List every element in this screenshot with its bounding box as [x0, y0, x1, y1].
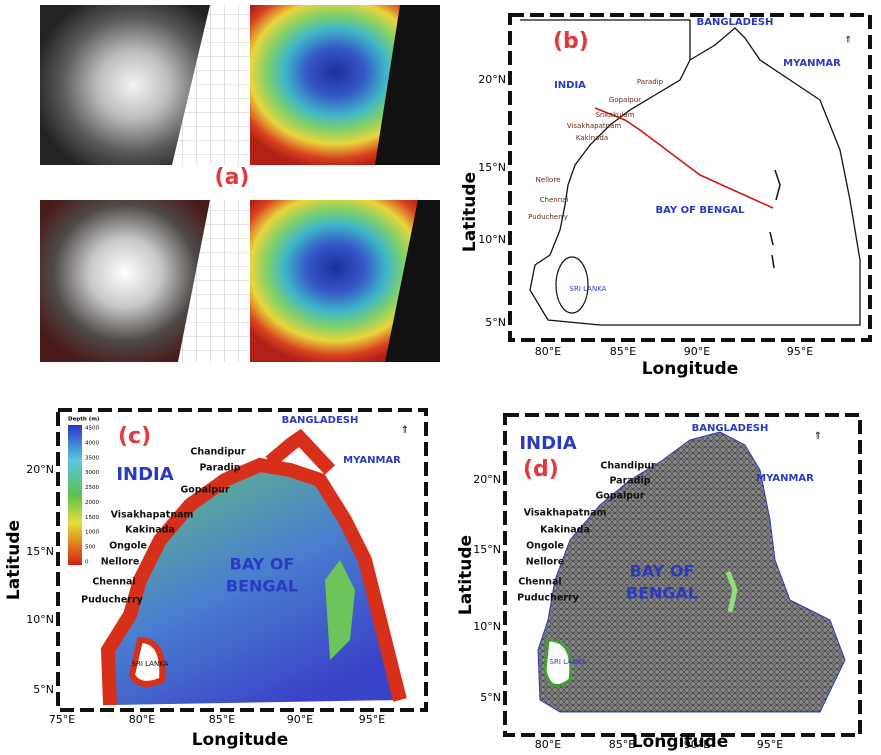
legend-value: 3000 [85, 470, 99, 476]
place-label: MYANMAR [783, 58, 841, 69]
place-label: BAY OF BENGAL [655, 205, 745, 216]
islands [770, 170, 780, 268]
place-label: Chennai [92, 577, 135, 588]
x-axis-label: Longitude [192, 730, 289, 750]
place-label: Chennai [518, 577, 561, 588]
legend-value: 4000 [85, 440, 99, 446]
y-tick-label: 20°N [478, 73, 506, 86]
y-axis-label: Latitude [460, 172, 480, 252]
legend-value: 1000 [85, 530, 99, 536]
place-label: Paradip [637, 78, 664, 86]
x-tick-label: 95°E [757, 738, 783, 751]
place-label: Puducherry [81, 595, 143, 606]
place-label: Nellore [536, 176, 561, 184]
x-tick-label: 80°E [535, 738, 561, 751]
panel-label: (d) [523, 457, 559, 482]
panel-label: (b) [553, 29, 589, 54]
place-label: BANGLADESH [697, 17, 774, 28]
place-label: Puducherry [528, 213, 568, 221]
y-tick-label: 15°N [26, 545, 54, 558]
place-label: Kakinada [540, 525, 590, 536]
panel-label: (c) [118, 424, 151, 449]
place-label: Visakhapatnam [567, 122, 621, 130]
place-label: Puducherry [517, 593, 579, 604]
place-label: INDIA [554, 80, 586, 91]
panel-a: (a) [40, 5, 440, 362]
x-tick-label: 75°E [49, 713, 75, 726]
place-label: Gopalpur [595, 491, 644, 502]
y-axis-label: Latitude [4, 520, 24, 600]
north-arrow: ⇑ [844, 36, 852, 46]
place-label: Nellore [526, 557, 565, 568]
north-arrow: ⇑ [814, 431, 822, 442]
x-axis-label: Longitude [632, 732, 729, 752]
y-tick-label: 20°N [473, 473, 501, 486]
y-axis-label: Latitude [456, 535, 476, 615]
legend-value: 3500 [85, 455, 99, 461]
x-tick-label: 95°E [359, 713, 385, 726]
place-label: MYANMAR [756, 473, 814, 484]
panel-label: (a) [215, 165, 250, 190]
y-tick-label: 10°N [478, 233, 506, 246]
place-label: Visakhapatnam [111, 510, 194, 521]
x-tick-label: 85°E [209, 713, 235, 726]
place-label: Chandipur [600, 461, 656, 472]
place-label: INDIA [519, 433, 576, 454]
place-label: BAY OF [230, 555, 295, 574]
x-tick-label: 90°E [287, 713, 313, 726]
place-label: MYANMAR [343, 455, 401, 466]
place-label: BENGAL [226, 577, 298, 596]
legend-value: 2500 [85, 485, 99, 491]
place-label: SRI LANKA [550, 658, 587, 666]
place-label: Visakhapatnam [524, 508, 607, 519]
place-label: Ongole [526, 541, 564, 552]
x-tick-label: 95°E [787, 345, 813, 358]
figure: (a) ⇑ (b) ⇑ (c) ⇑ (d) BANGLADESH MYANMAR I… [0, 0, 881, 755]
x-tick-label: 80°E [129, 713, 155, 726]
y-tick-label: 10°N [26, 613, 54, 626]
legend-title: Depth (m) [68, 417, 100, 423]
x-tick-label: 90°E [684, 345, 710, 358]
x-tick-label: 85°E [610, 345, 636, 358]
place-label: BENGAL [626, 584, 698, 603]
place-label: BAY OF [630, 562, 695, 581]
north-arrow: ⇑ [401, 425, 409, 436]
place-label: Gopalpur [180, 485, 229, 496]
y-tick-label: 10°N [473, 620, 501, 633]
place-label: SRI LANKA [132, 660, 169, 668]
y-tick-label: 5°N [480, 691, 501, 704]
place-label: Chennai [540, 196, 569, 204]
y-tick-label: 5°N [33, 683, 54, 696]
place-label: Nellore [101, 557, 140, 568]
place-label: SRI LANKA [570, 285, 607, 293]
cyclone-track [595, 108, 773, 208]
y-tick-label: 15°N [473, 543, 501, 556]
place-label: BANGLADESH [692, 423, 769, 434]
legend-colorbar [68, 425, 82, 565]
x-axis-label: Longitude [642, 359, 739, 379]
place-label: Chandipur [190, 447, 246, 458]
legend-value: 2000 [85, 500, 99, 506]
y-tick-label: 15°N [478, 161, 506, 174]
place-label: Srikakulam [596, 111, 635, 119]
place-label: Kakinada [125, 525, 175, 536]
place-label: INDIA [116, 464, 173, 485]
legend-value: 4500 [85, 426, 99, 432]
y-tick-label: 20°N [26, 463, 54, 476]
place-label: Paradip [609, 476, 650, 487]
legend-value: 0 [85, 560, 89, 566]
place-label: Ongole [109, 541, 147, 552]
place-label: Kakinada [576, 134, 608, 142]
x-tick-label: 80°E [535, 345, 561, 358]
place-label: Paradip [199, 463, 240, 474]
legend-value: 1500 [85, 515, 99, 521]
legend-value: 500 [85, 545, 96, 551]
place-label: BANGLADESH [282, 415, 359, 426]
place-label: Gopalpur [609, 96, 641, 104]
y-tick-label: 5°N [485, 316, 506, 329]
